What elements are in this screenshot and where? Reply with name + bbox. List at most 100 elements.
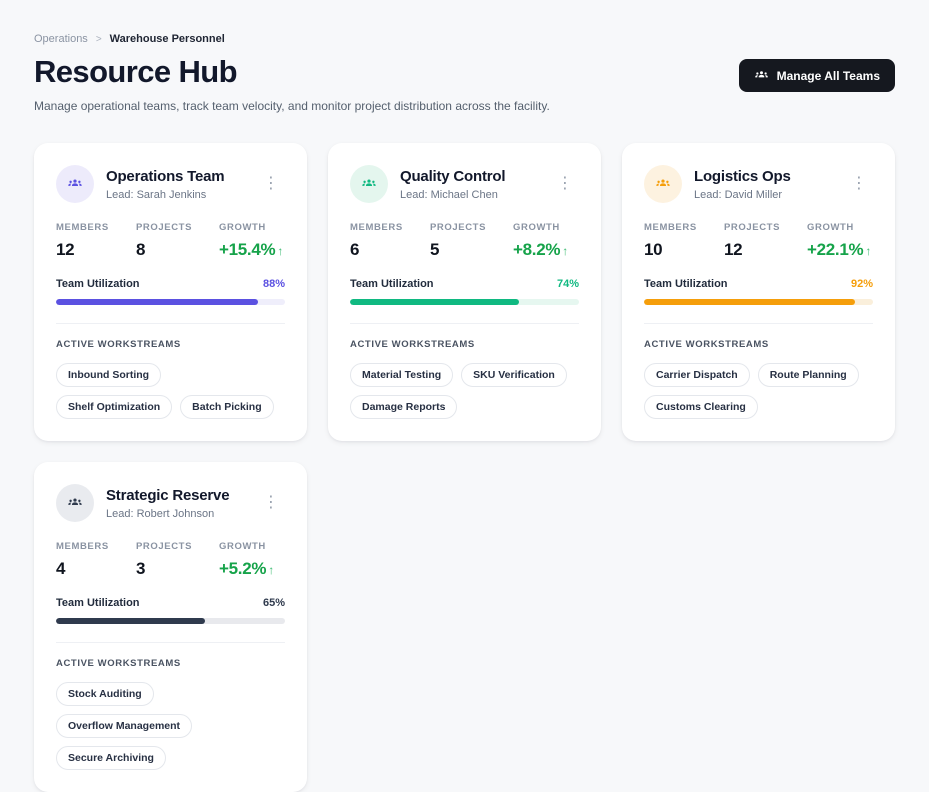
utilization-progress-bar	[56, 618, 285, 624]
workstream-tag: Inbound Sorting	[56, 363, 162, 387]
page-subtitle: Manage operational teams, track team vel…	[34, 99, 550, 113]
team-stats: MEMBERS 6 PROJECTS 5 GROWTH +8.2% ↑	[350, 222, 579, 260]
manage-all-teams-label: Manage All Teams	[776, 68, 880, 83]
team-stats: MEMBERS 12 PROJECTS 8 GROWTH +15.4% ↑	[56, 222, 285, 260]
stat-members-label: MEMBERS	[644, 222, 697, 233]
card-header: Quality Control Lead: Michael Chen ⋮	[350, 165, 579, 203]
stat-projects: PROJECTS 5	[430, 222, 513, 260]
stat-growth-value: +8.2% ↑	[513, 240, 568, 259]
stat-projects-label: PROJECTS	[136, 541, 193, 552]
stat-growth-value: +5.2% ↑	[219, 559, 274, 578]
utilization-percent: 92%	[850, 278, 873, 290]
team-name: Strategic Reserve	[106, 486, 230, 504]
stat-growth-value: +15.4% ↑	[219, 240, 284, 259]
stat-growth-label: GROWTH	[513, 222, 560, 233]
workstream-tag: Overflow Management	[56, 714, 193, 738]
kebab-menu-icon[interactable]: ⋮	[257, 174, 285, 194]
kebab-menu-icon[interactable]: ⋮	[551, 174, 579, 194]
stat-members: MEMBERS 6	[350, 222, 430, 260]
growth-up-arrow-icon: ↑	[268, 563, 274, 577]
group-icon	[67, 495, 83, 511]
team-avatar	[350, 165, 388, 203]
stat-projects-value: 12	[724, 240, 743, 259]
team-cards-grid: Operations Team Lead: Sarah Jenkins ⋮ ME…	[34, 143, 895, 792]
team-title-block: Logistics Ops Lead: David Miller	[694, 168, 791, 201]
team-card-operations: Operations Team Lead: Sarah Jenkins ⋮ ME…	[34, 143, 307, 441]
group-icon	[67, 176, 83, 192]
card-divider	[644, 323, 873, 324]
growth-up-arrow-icon: ↑	[865, 244, 872, 258]
workstream-tag: Secure Archiving	[56, 746, 166, 770]
stat-growth: GROWTH +8.2% ↑	[513, 222, 568, 260]
growth-up-arrow-icon: ↑	[277, 244, 284, 258]
team-title-block: Quality Control Lead: Michael Chen	[400, 168, 506, 201]
team-lead: Lead: Robert Johnson	[106, 507, 215, 520]
breadcrumb-operations[interactable]: Operations	[34, 33, 88, 45]
workstreams-label: ACTIVE WORKSTREAMS	[644, 339, 769, 350]
stat-growth-label: GROWTH	[219, 541, 266, 552]
group-icon	[754, 68, 769, 83]
stat-members-value: 12	[56, 240, 75, 259]
team-stats: MEMBERS 4 PROJECTS 3 GROWTH +5.2% ↑	[56, 541, 285, 579]
utilization-progress-fill	[350, 299, 520, 305]
manage-all-teams-button[interactable]: Manage All Teams	[738, 59, 895, 92]
utilization-progress-fill	[56, 299, 258, 305]
stat-growth: GROWTH +5.2% ↑	[219, 541, 274, 579]
workstreams-label: ACTIVE WORKSTREAMS	[350, 339, 475, 350]
card-divider	[56, 642, 285, 643]
workstream-tag: SKU Verification	[461, 363, 567, 387]
team-card-logistics-ops: Logistics Ops Lead: David Miller ⋮ MEMBE…	[622, 143, 895, 441]
stat-members-label: MEMBERS	[350, 222, 403, 233]
workstreams-label: ACTIVE WORKSTREAMS	[56, 339, 181, 350]
stat-projects: PROJECTS 8	[136, 222, 219, 260]
card-header: Logistics Ops Lead: David Miller ⋮	[644, 165, 873, 203]
breadcrumb-separator-icon: >	[95, 33, 102, 45]
utilization-percent: 88%	[262, 278, 285, 290]
stat-projects-label: PROJECTS	[136, 222, 193, 233]
stat-growth-label: GROWTH	[219, 222, 266, 233]
stat-projects-value: 3	[136, 559, 146, 578]
utilization-progress-bar	[350, 299, 579, 305]
workstream-tags: Carrier Dispatch Route Planning Customs …	[644, 363, 873, 419]
workstreams-label: ACTIVE WORKSTREAMS	[56, 658, 181, 669]
card-divider	[350, 323, 579, 324]
stat-growth: GROWTH +22.1% ↑	[807, 222, 871, 260]
workstream-tag: Carrier Dispatch	[644, 363, 750, 387]
utilization-label: Team Utilization	[644, 278, 728, 290]
workstream-tags: Stock Auditing Overflow Management Secur…	[56, 682, 285, 770]
kebab-menu-icon[interactable]: ⋮	[257, 493, 285, 513]
workstream-tag: Damage Reports	[350, 395, 458, 419]
kebab-menu-icon[interactable]: ⋮	[845, 174, 873, 194]
breadcrumb: Operations > Warehouse Personnel	[34, 33, 895, 45]
stat-members: MEMBERS 12	[56, 222, 136, 260]
team-avatar	[56, 165, 94, 203]
stat-members-value: 6	[350, 240, 360, 259]
growth-up-arrow-icon: ↑	[562, 244, 568, 258]
utilization-progress-fill	[56, 618, 205, 624]
team-stats: MEMBERS 10 PROJECTS 12 GROWTH +22.1% ↑	[644, 222, 873, 260]
stat-growth: GROWTH +15.4% ↑	[219, 222, 283, 260]
stat-members-value: 10	[644, 240, 663, 259]
group-icon	[361, 176, 377, 192]
card-header: Strategic Reserve Lead: Robert Johnson ⋮	[56, 484, 285, 522]
workstream-tags: Inbound Sorting Shelf Optimization Batch…	[56, 363, 285, 419]
team-title-block: Operations Team Lead: Sarah Jenkins	[106, 168, 225, 201]
card-header: Operations Team Lead: Sarah Jenkins ⋮	[56, 165, 285, 203]
workstream-tags: Material Testing SKU Verification Damage…	[350, 363, 579, 419]
stat-members-value: 4	[56, 559, 66, 578]
stat-projects-value: 5	[430, 240, 440, 259]
team-title-block: Strategic Reserve Lead: Robert Johnson	[106, 486, 230, 520]
team-card-strategic-reserve: Strategic Reserve Lead: Robert Johnson ⋮…	[34, 462, 307, 792]
team-name: Logistics Ops	[694, 167, 791, 185]
stat-members: MEMBERS 10	[644, 222, 724, 260]
utilization-row: Team Utilization 92%	[644, 278, 873, 290]
workstream-tag: Material Testing	[350, 363, 454, 387]
utilization-percent: 65%	[262, 597, 285, 609]
utilization-label: Team Utilization	[56, 278, 140, 290]
page-header: Resource Hub Manage operational teams, t…	[34, 45, 895, 143]
stat-members-label: MEMBERS	[56, 541, 109, 552]
workstream-tag: Customs Clearing	[644, 395, 758, 419]
page-title: Resource Hub	[34, 54, 238, 89]
utilization-progress-bar	[644, 299, 873, 305]
